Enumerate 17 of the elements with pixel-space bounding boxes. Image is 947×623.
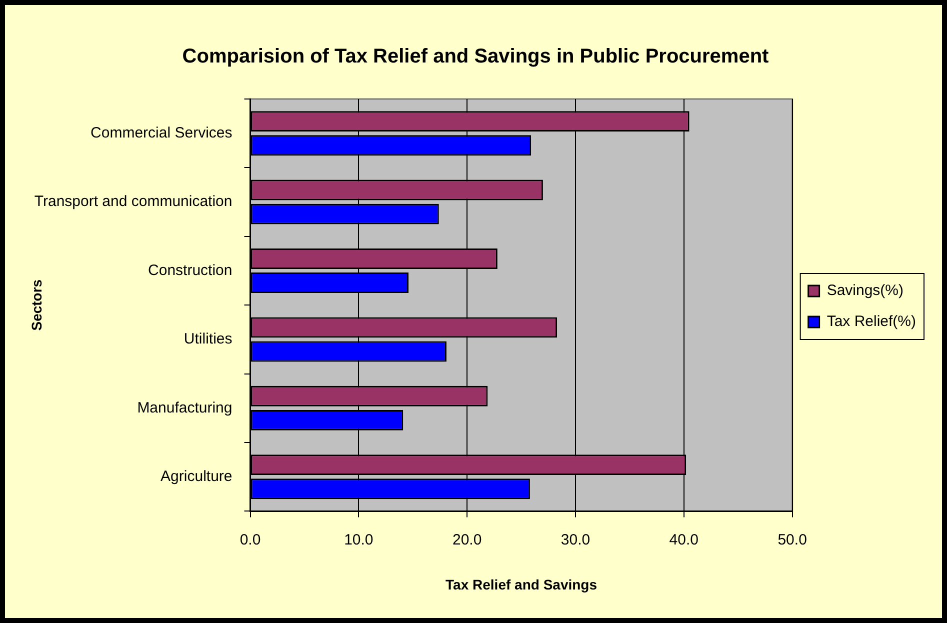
x-tick-label: 20.0: [452, 531, 482, 548]
y-tick-label: Agriculture: [160, 468, 232, 485]
x-tick-label: 30.0: [560, 531, 590, 548]
y-tick-label: Utilities: [184, 330, 232, 348]
y-axis-title: Sectors: [28, 279, 44, 331]
chart-title: Comparision of Tax Relief and Savings in Public Procurement: [182, 46, 770, 68]
y-tick-label: Manufacturing: [137, 399, 232, 416]
x-tick-label: 40.0: [669, 531, 698, 548]
y-tick-label: Construction: [148, 262, 232, 279]
y-tick-label: Commercial Services: [90, 124, 232, 142]
legend-label: Savings(%): [826, 282, 904, 300]
legend-label: Tax Relief(%): [826, 313, 916, 330]
x-tick-label: 50.0: [778, 531, 807, 548]
x-axis-title: Tax Relief and Savings: [446, 576, 598, 592]
x-tick-label: 0.0: [240, 531, 261, 548]
x-tick-label: 10.0: [344, 531, 374, 548]
y-tick-label: Transport and communication: [34, 193, 232, 210]
